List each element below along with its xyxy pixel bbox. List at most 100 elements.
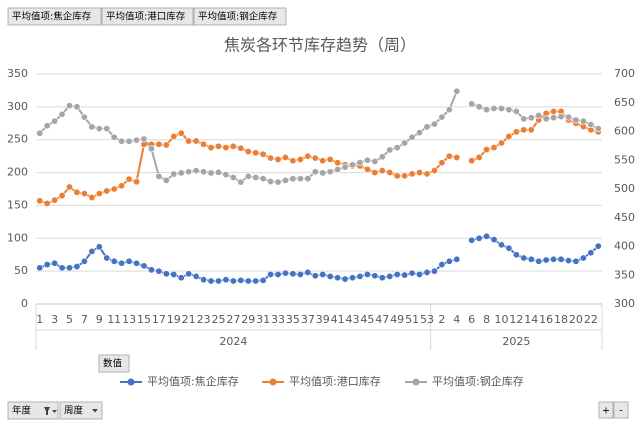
data-point bbox=[214, 168, 222, 176]
data-point bbox=[356, 272, 364, 280]
data-point bbox=[423, 123, 431, 131]
data-point bbox=[289, 270, 297, 278]
data-point bbox=[43, 122, 51, 130]
data-point bbox=[408, 133, 416, 141]
data-point bbox=[475, 153, 483, 161]
data-point bbox=[438, 113, 446, 121]
y2-tick-label: 550 bbox=[614, 153, 635, 166]
x-tick-label: 8 bbox=[483, 313, 490, 326]
x-tick-label: 12 bbox=[509, 313, 523, 326]
data-point bbox=[36, 129, 44, 137]
values-button-label: 数值 bbox=[103, 358, 123, 370]
axis-field-button[interactable] bbox=[59, 401, 103, 420]
y2-tick-label: 300 bbox=[614, 297, 635, 310]
data-point bbox=[572, 116, 580, 124]
dropdown-icon bbox=[52, 410, 57, 413]
data-point bbox=[378, 153, 386, 161]
data-point bbox=[207, 144, 215, 152]
field-button[interactable] bbox=[193, 7, 287, 26]
data-point bbox=[51, 196, 59, 204]
data-point bbox=[267, 270, 275, 278]
x-tick-label: 10 bbox=[494, 313, 508, 326]
data-point bbox=[326, 168, 334, 176]
data-point bbox=[229, 174, 237, 182]
data-point bbox=[371, 157, 379, 165]
data-point bbox=[378, 274, 386, 282]
data-point bbox=[453, 153, 461, 161]
data-point bbox=[229, 142, 237, 150]
x-tick-label: 43 bbox=[346, 313, 360, 326]
data-point bbox=[274, 178, 282, 186]
data-point bbox=[334, 165, 342, 173]
data-point bbox=[505, 244, 513, 252]
data-point bbox=[125, 137, 133, 145]
data-point bbox=[252, 174, 260, 182]
x-tick-label: 27 bbox=[226, 313, 240, 326]
field-button[interactable] bbox=[7, 7, 102, 26]
data-point bbox=[349, 161, 357, 169]
x-tick-label: 51 bbox=[405, 313, 419, 326]
data-point bbox=[378, 167, 386, 175]
data-point bbox=[185, 270, 193, 278]
data-point bbox=[296, 270, 304, 278]
data-point bbox=[177, 129, 185, 137]
data-point bbox=[252, 149, 260, 157]
data-point bbox=[133, 178, 141, 186]
data-point bbox=[475, 234, 483, 242]
data-point bbox=[363, 156, 371, 164]
x-tick-label: 19 bbox=[167, 313, 181, 326]
data-point bbox=[512, 251, 520, 259]
x-tick-label: 4 bbox=[453, 313, 460, 326]
data-point bbox=[296, 175, 304, 183]
data-point bbox=[341, 163, 349, 171]
data-point bbox=[274, 270, 282, 278]
data-point bbox=[483, 146, 491, 154]
data-point bbox=[483, 106, 491, 114]
data-point bbox=[505, 132, 513, 140]
data-point bbox=[408, 269, 416, 277]
collapse-button[interactable] bbox=[613, 401, 629, 419]
data-point bbox=[490, 236, 498, 244]
data-point bbox=[192, 137, 200, 145]
data-point bbox=[88, 247, 96, 255]
x-tick-label: 16 bbox=[539, 313, 553, 326]
x-tick-label: 20 bbox=[569, 313, 583, 326]
data-point bbox=[252, 277, 260, 285]
data-point bbox=[125, 257, 133, 265]
data-point bbox=[192, 167, 200, 175]
x-tick-label: 47 bbox=[375, 313, 389, 326]
x-tick-label: 49 bbox=[390, 313, 404, 326]
expand-button[interactable] bbox=[598, 401, 614, 419]
field-button[interactable] bbox=[101, 7, 194, 26]
data-point bbox=[281, 269, 289, 277]
data-point bbox=[222, 144, 230, 152]
axis-field-button[interactable] bbox=[7, 401, 59, 420]
values-button[interactable] bbox=[98, 354, 130, 373]
series-line bbox=[38, 90, 599, 184]
x-tick-label: 53 bbox=[420, 313, 434, 326]
data-point bbox=[408, 170, 416, 178]
x-tick-label: 3 bbox=[51, 313, 58, 326]
data-point bbox=[520, 126, 528, 134]
x-tick-label: 22 bbox=[584, 313, 598, 326]
data-point bbox=[244, 277, 252, 285]
data-point bbox=[304, 152, 312, 160]
data-point bbox=[36, 197, 44, 205]
data-point bbox=[110, 257, 118, 265]
x-tick-label: 2 bbox=[438, 313, 445, 326]
data-point bbox=[512, 107, 520, 115]
data-point bbox=[200, 140, 208, 148]
x-tick-label: 31 bbox=[256, 313, 270, 326]
data-point bbox=[259, 175, 267, 183]
data-point bbox=[423, 170, 431, 178]
x-tick-label: 25 bbox=[211, 313, 225, 326]
data-point bbox=[185, 137, 193, 145]
data-point bbox=[304, 175, 312, 183]
data-point bbox=[80, 190, 88, 198]
data-point bbox=[88, 123, 96, 131]
field-button-label: 平均值项:焦企库存 bbox=[12, 11, 92, 23]
data-point bbox=[200, 276, 208, 284]
y-tick-label: 50 bbox=[14, 264, 28, 277]
data-point bbox=[564, 113, 572, 121]
